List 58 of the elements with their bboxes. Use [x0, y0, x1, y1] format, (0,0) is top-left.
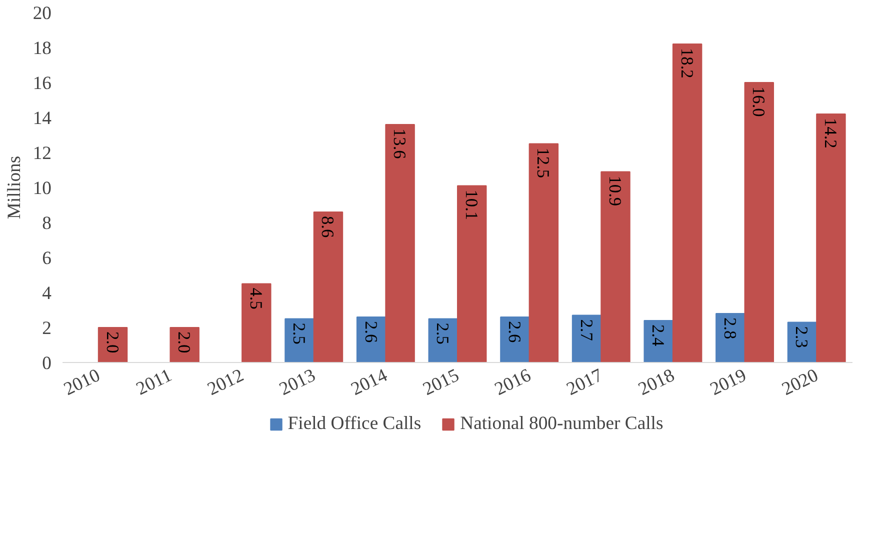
data-label: 2.8 — [720, 318, 740, 340]
y-tick-label: 2 — [42, 318, 52, 339]
bar — [385, 124, 415, 362]
y-tick-label: 6 — [42, 248, 52, 269]
x-tick-label: 2012 — [204, 364, 248, 400]
data-label: 2.5 — [433, 322, 452, 344]
bar — [816, 114, 846, 362]
bar — [600, 171, 630, 362]
y-tick-label: 12 — [32, 143, 52, 164]
y-tick-label: 10 — [32, 178, 52, 199]
bar — [528, 143, 559, 362]
y-tick-label: 8 — [42, 213, 52, 234]
x-tick-label: 2020 — [778, 364, 822, 400]
x-tick-label: 2015 — [420, 364, 462, 400]
x-tick-label: 2018 — [635, 364, 678, 400]
data-label: 4.5 — [246, 288, 266, 310]
data-label: 2.6 — [361, 321, 380, 343]
y-tick-label: 20 — [32, 3, 52, 24]
y-tick-label: 18 — [32, 38, 52, 59]
data-label: 2.6 — [504, 321, 524, 343]
bar — [242, 283, 272, 362]
bar — [457, 185, 487, 362]
data-label: 12.5 — [534, 148, 553, 178]
data-label: 10.1 — [462, 190, 481, 220]
legend-label: Field Office Calls — [288, 413, 422, 435]
y-tick-label: 14 — [32, 108, 52, 129]
data-label: 2.0 — [102, 332, 122, 354]
data-label: 18.2 — [677, 48, 696, 78]
data-label: 2.4 — [648, 324, 668, 346]
y-tick-label: 0 — [42, 353, 52, 374]
data-label: 8.6 — [318, 216, 338, 238]
bar — [744, 82, 774, 362]
x-tick-label: 2014 — [348, 364, 392, 400]
legend-label: National 800-number Calls — [460, 413, 664, 435]
y-tick-label: 4 — [42, 283, 52, 304]
data-label: 13.6 — [390, 128, 410, 160]
x-tick-label: 2013 — [276, 364, 319, 400]
data-label: 14.2 — [820, 118, 840, 148]
x-tick-label: 2010 — [60, 364, 104, 400]
data-label: 2.5 — [290, 322, 308, 344]
data-label: 16.0 — [749, 86, 768, 117]
data-label: 2.3 — [792, 326, 812, 348]
bar — [313, 212, 344, 362]
bar — [500, 316, 530, 362]
data-label: 2.0 — [174, 332, 194, 354]
data-label: 10.9 — [606, 176, 624, 206]
bar — [644, 320, 674, 362]
data-label: 2.7 — [576, 319, 596, 342]
x-tick-label: 2017 — [563, 364, 606, 400]
bar — [284, 318, 314, 362]
x-tick-label: 2019 — [707, 364, 750, 400]
x-tick-label: 2016 — [492, 364, 534, 400]
bar — [716, 313, 746, 362]
bar — [170, 327, 200, 362]
x-tick-label: 2011 — [133, 364, 176, 400]
bar — [672, 44, 702, 362]
y-tick-label: 16 — [32, 73, 52, 94]
y-axis-title: Millions — [4, 156, 25, 220]
